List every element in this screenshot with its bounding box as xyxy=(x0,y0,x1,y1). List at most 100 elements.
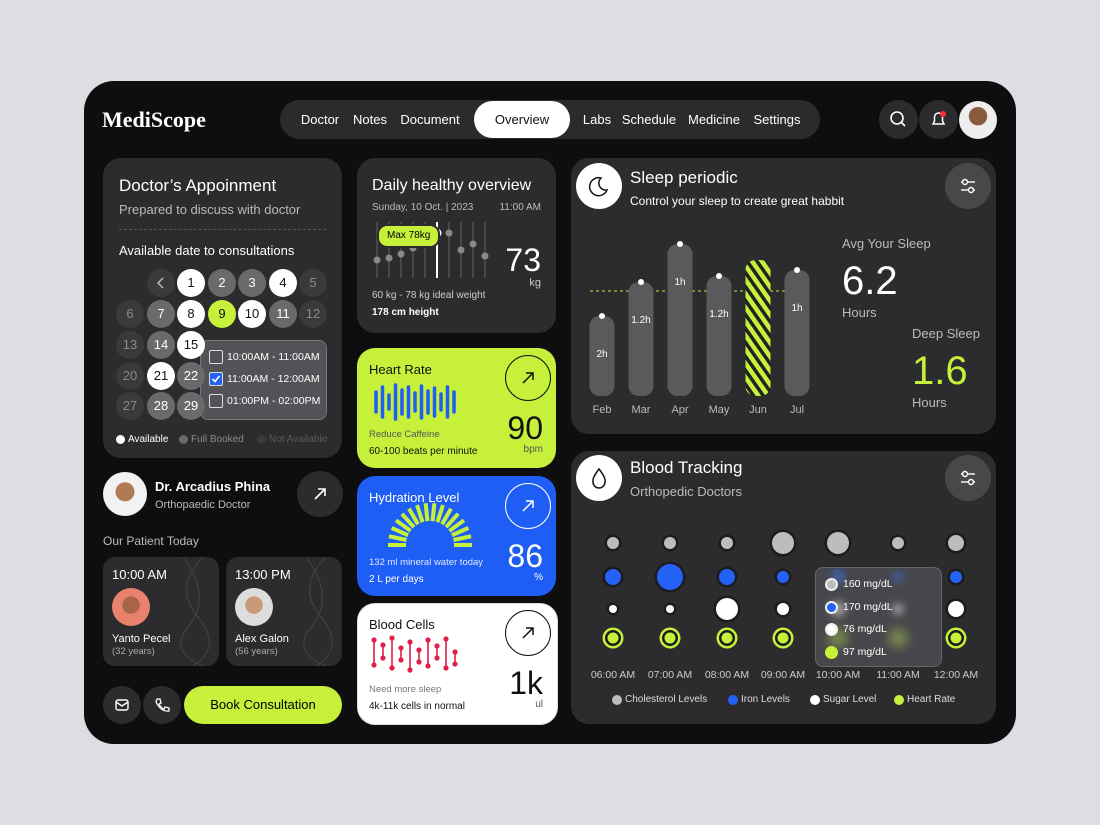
dot xyxy=(777,571,789,583)
metric-note: 132 ml mineral water today xyxy=(369,557,484,568)
calendar-day[interactable]: 7 xyxy=(147,300,175,328)
metric-value: 90 xyxy=(507,410,543,446)
note: 60 kg - 78 kg ideal weight xyxy=(372,290,486,301)
pattern xyxy=(180,557,210,666)
calendar-day[interactable]: 9 xyxy=(208,300,236,328)
nav-item[interactable]: Overview xyxy=(474,101,570,138)
nav-item[interactable]: Notes xyxy=(353,112,387,127)
nav-item[interactable]: Doctor xyxy=(300,112,340,127)
patient-age: (56 years) xyxy=(235,646,278,657)
time-label: 12:00 AM xyxy=(933,669,979,681)
calendar-day[interactable]: 27 xyxy=(116,392,144,420)
calendar-day[interactable]: 5 xyxy=(299,269,327,297)
filter-button[interactable] xyxy=(945,455,991,501)
bar-dot xyxy=(716,273,722,279)
bell-icon xyxy=(931,111,946,125)
metric-unit: ul xyxy=(535,699,543,710)
filter-button[interactable] xyxy=(945,163,991,209)
legend-label: Available xyxy=(128,434,169,445)
calendar-day[interactable]: 21 xyxy=(147,362,175,390)
notification-button[interactable] xyxy=(919,100,958,139)
nav-item[interactable]: Document xyxy=(400,112,460,127)
dot xyxy=(664,632,676,644)
decor xyxy=(373,256,381,264)
decor xyxy=(961,470,969,478)
calendar-day[interactable]: 6 xyxy=(116,300,144,328)
dot xyxy=(657,564,683,590)
calendar-day[interactable]: 20 xyxy=(116,362,144,390)
nav-item[interactable]: Settings xyxy=(753,112,801,127)
patient-name: Yanto Pecel xyxy=(112,633,171,645)
calendar-day[interactable]: 28 xyxy=(147,392,175,420)
patient-age: (32 years) xyxy=(112,646,155,657)
date: Sunday, 10 Oct. | 2023 xyxy=(372,202,474,213)
checkbox[interactable] xyxy=(209,394,223,408)
decor xyxy=(900,121,906,127)
card-title: Daily healthy overview xyxy=(372,177,532,194)
time-label: 10:00 AM xyxy=(815,669,861,681)
arrow-icon xyxy=(522,627,534,639)
decor xyxy=(407,639,413,645)
time-label: 07:00 AM xyxy=(647,669,693,681)
book-button[interactable]: Book Consultation xyxy=(184,686,342,724)
stat-label: Deep Sleep xyxy=(912,326,980,341)
calendar-day[interactable]: 4 xyxy=(269,269,297,297)
doctor-name: Dr. Arcadius Phina xyxy=(155,479,271,494)
message-button[interactable] xyxy=(103,686,141,724)
decor xyxy=(440,507,453,526)
dot xyxy=(892,537,904,549)
stat-unit: Hours xyxy=(842,305,877,320)
dot xyxy=(777,603,789,615)
calendar-day[interactable]: 10 xyxy=(238,300,266,328)
calendar-day[interactable]: 15 xyxy=(177,331,205,359)
decor xyxy=(309,557,333,666)
open-button[interactable] xyxy=(505,483,551,529)
decor xyxy=(890,111,904,125)
card-subtitle: Orthopedic Doctors xyxy=(630,484,742,499)
calendar-day[interactable]: 3 xyxy=(238,269,266,297)
calendar-label: Available date to consultations xyxy=(119,243,295,258)
calendar-day[interactable]: 14 xyxy=(147,331,175,359)
decor xyxy=(398,657,404,663)
doctor-open-button[interactable] xyxy=(297,471,343,517)
patient-time: 10:00 AM xyxy=(112,567,167,582)
legend-dot xyxy=(612,695,622,705)
dot xyxy=(827,532,849,554)
decor xyxy=(522,372,534,384)
brand: MediScope xyxy=(102,107,206,132)
checkbox[interactable] xyxy=(209,350,223,364)
calendar-day[interactable]: 12 xyxy=(299,300,327,328)
calendar-day[interactable]: 13 xyxy=(116,331,144,359)
time-slot[interactable]: 01:00PM - 02:00PM xyxy=(227,395,321,407)
dot xyxy=(607,632,619,644)
time: 11:00 AM xyxy=(499,202,541,213)
calendar-day[interactable]: 8 xyxy=(177,300,205,328)
card-title: Sleep periodic xyxy=(630,168,738,187)
checkbox[interactable] xyxy=(209,372,223,386)
call-button[interactable] xyxy=(143,686,181,724)
card-title: Heart Rate xyxy=(369,362,432,377)
prev-month-button[interactable] xyxy=(147,269,175,297)
time-slot[interactable]: 11:00AM - 12:00AM xyxy=(227,373,320,385)
calendar-day[interactable]: 29 xyxy=(177,392,205,420)
calendar-day[interactable]: 11 xyxy=(269,300,297,328)
bar-label: 1.2h xyxy=(709,309,729,320)
nav-bar: Doctor Notes Document Overview Labs Schedule M… xyxy=(280,100,820,139)
legend-label: Full Booked xyxy=(191,434,244,445)
nav-item[interactable]: Labs xyxy=(582,112,612,127)
calendar-day[interactable]: 1 xyxy=(177,269,205,297)
time-slot[interactable]: 10:00AM - 11:00AM xyxy=(227,351,320,363)
nav-item[interactable]: Medicine xyxy=(687,112,741,127)
legend-dot xyxy=(116,435,125,444)
open-button[interactable] xyxy=(505,355,551,401)
month-label: Jun xyxy=(749,404,767,416)
pattern xyxy=(303,557,333,666)
arrow-icon xyxy=(522,500,534,512)
search-button[interactable] xyxy=(879,100,918,139)
user-avatar[interactable] xyxy=(959,101,997,139)
open-button[interactable] xyxy=(505,610,551,656)
calendar-day[interactable]: 22 xyxy=(177,362,205,390)
nav-item[interactable]: Schedule xyxy=(621,112,677,127)
calendar-day[interactable]: 2 xyxy=(208,269,236,297)
bar-label: 1.2h xyxy=(631,315,651,326)
